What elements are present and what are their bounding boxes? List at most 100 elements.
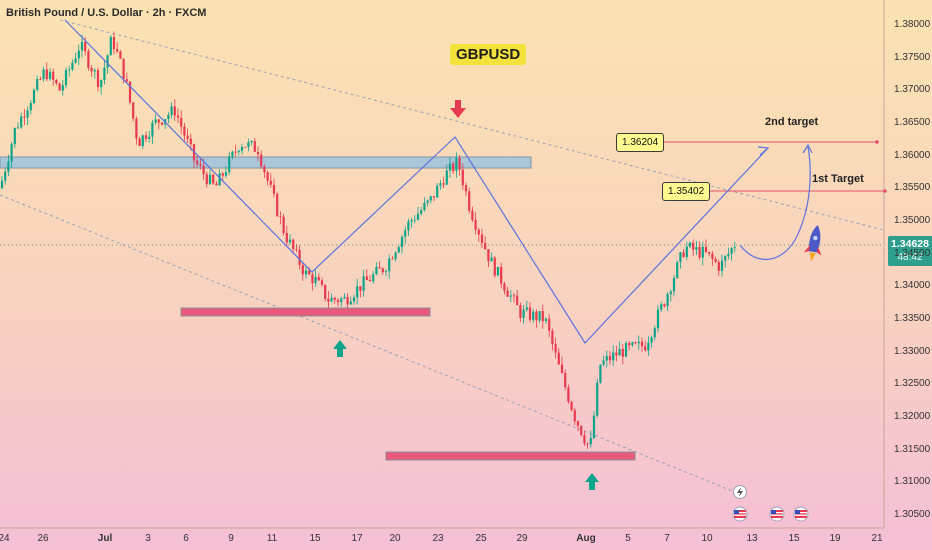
candle-body xyxy=(679,252,682,263)
candle-body xyxy=(247,142,250,147)
candle-body xyxy=(439,183,442,186)
support-zone-lower[interactable] xyxy=(385,451,636,461)
candle-body xyxy=(151,122,154,137)
candle-body xyxy=(138,138,141,146)
candle-body xyxy=(224,172,228,176)
candle-body xyxy=(634,342,637,344)
candle-body xyxy=(167,115,170,120)
candle-body xyxy=(580,425,583,436)
target-line-2-end xyxy=(875,140,879,144)
candle-body xyxy=(621,348,624,357)
arrow-down-icon xyxy=(450,100,466,118)
candle-body xyxy=(212,174,215,184)
candle-body xyxy=(186,135,189,139)
candle-body xyxy=(420,210,423,214)
time-axis-tick: 13 xyxy=(746,533,758,544)
candle-body xyxy=(423,202,426,211)
candle-body xyxy=(653,328,656,338)
candle-body xyxy=(103,67,106,81)
candle-body xyxy=(381,268,384,273)
candle-body xyxy=(724,256,727,261)
target-line-1-end xyxy=(883,189,887,193)
time-axis-tick: Aug xyxy=(576,533,596,544)
candle-body xyxy=(48,71,52,80)
candle-body xyxy=(384,271,388,273)
target-2-value-box[interactable]: 1.36204 xyxy=(616,133,665,152)
support-zone-upper[interactable] xyxy=(180,307,431,317)
candle-body xyxy=(346,297,349,305)
candle-body xyxy=(276,193,279,217)
candle-body xyxy=(208,174,212,185)
us-flag-icon[interactable] xyxy=(732,506,748,522)
candle-body xyxy=(477,229,480,235)
us-flag-icon[interactable] xyxy=(793,506,809,522)
projection-curve[interactable] xyxy=(739,146,811,260)
price-axis-tick: 1.32500 xyxy=(894,378,931,390)
channel-lower-line[interactable] xyxy=(0,194,736,493)
candle-body xyxy=(704,246,708,252)
candle-body xyxy=(183,126,186,136)
resistance-zone[interactable] xyxy=(0,156,532,169)
candle-body xyxy=(426,200,429,203)
candle-body xyxy=(448,163,452,171)
candle-body xyxy=(128,81,132,103)
candle-body xyxy=(100,80,103,87)
time-axis-tick: 15 xyxy=(788,533,800,544)
candle-body xyxy=(52,71,55,80)
candle-body xyxy=(39,79,42,80)
price-axis-tick: 1.33500 xyxy=(894,313,931,324)
candle-body xyxy=(660,304,663,310)
time-axis-tick: 10 xyxy=(701,533,713,544)
candle-body xyxy=(509,295,512,297)
candle-body xyxy=(26,110,29,118)
candle-body xyxy=(368,279,372,282)
candle-body xyxy=(301,265,304,275)
zigzag-arrowhead xyxy=(757,146,770,156)
price-axis-tick: 1.33000 xyxy=(894,345,931,357)
candle-body xyxy=(644,346,647,351)
time-axis-tick: 11 xyxy=(266,533,278,544)
candle-body xyxy=(669,291,672,295)
candle-body xyxy=(554,344,557,353)
time-axis-tick: 25 xyxy=(475,533,487,544)
price-axis-tick: 1.36500 xyxy=(894,117,931,128)
target-1-value-box[interactable]: 1.35402 xyxy=(662,182,711,201)
lightning-icon[interactable] xyxy=(733,485,747,499)
candle-body xyxy=(10,144,13,162)
candle-body xyxy=(336,299,340,303)
price-axis-tick: 1.38000 xyxy=(894,19,931,30)
candle-body xyxy=(343,297,346,299)
candle-body xyxy=(618,348,621,356)
candle-body xyxy=(4,171,7,181)
candle-body xyxy=(375,267,378,275)
candle-body xyxy=(432,196,436,198)
candle-body xyxy=(647,342,650,351)
candle-body xyxy=(378,267,381,269)
candle-body xyxy=(480,234,484,244)
candle-body xyxy=(116,49,119,52)
candle-body xyxy=(32,89,36,104)
channel-upper-line[interactable] xyxy=(59,19,885,231)
candle-body xyxy=(362,276,365,291)
candle-body xyxy=(244,146,247,148)
candle-body xyxy=(77,50,80,59)
candle-body xyxy=(493,257,496,276)
candle-body xyxy=(631,342,634,346)
candle-body xyxy=(464,185,468,192)
candle-body xyxy=(560,364,564,373)
candle-body xyxy=(496,266,500,276)
candle-body xyxy=(173,106,176,116)
candle-body xyxy=(637,341,640,344)
us-flag-icon[interactable] xyxy=(769,506,785,522)
candle-body xyxy=(413,219,416,221)
candle-body xyxy=(295,248,298,250)
candle-body xyxy=(573,410,576,422)
candle-body xyxy=(663,304,666,307)
ticker-badge: GBPUSD xyxy=(450,44,527,65)
candle-body xyxy=(372,274,375,282)
candle-body xyxy=(45,69,48,80)
candle-body xyxy=(285,232,288,243)
price-axis-tick: 1.34000 xyxy=(894,280,931,292)
zigzag-pattern-line[interactable] xyxy=(64,19,769,344)
